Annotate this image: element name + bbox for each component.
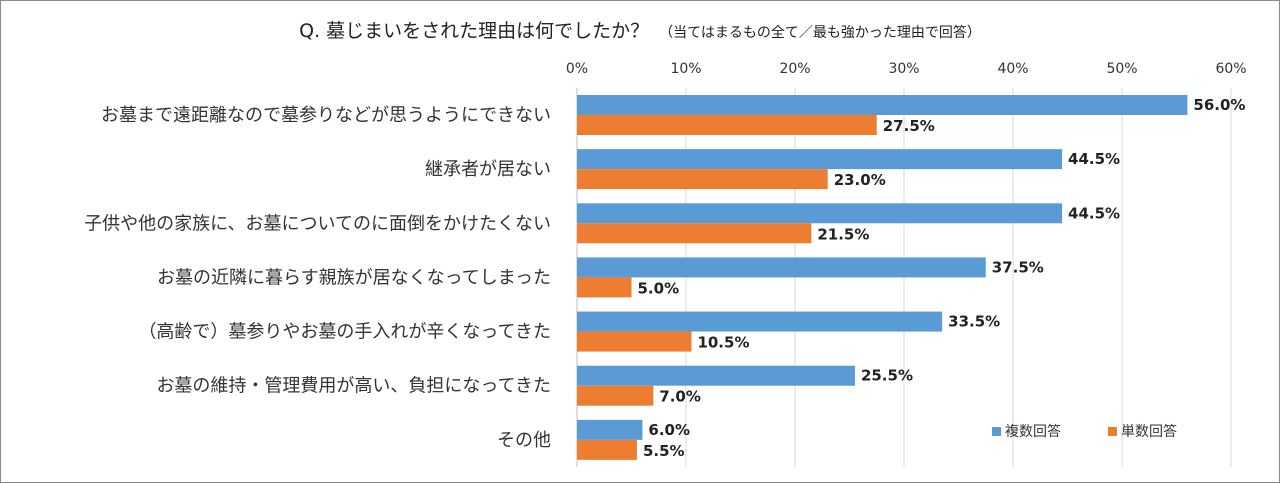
- chart-title: Q. 墓じまいをされた理由は何でしたか？: [299, 20, 650, 42]
- category-label: その他: [497, 430, 551, 451]
- legend-label-multiple: 複数回答: [1005, 423, 1061, 440]
- bar-multiple: [577, 95, 1188, 115]
- bar-single: [577, 277, 632, 298]
- bar-multiple: [577, 419, 643, 440]
- data-label: 5.5%: [643, 442, 685, 460]
- category-label: 継承者が居ない: [425, 159, 551, 180]
- x-tick-label: 60%: [1215, 61, 1246, 77]
- data-label: 21.5%: [817, 225, 869, 243]
- x-tick-label: 10%: [670, 61, 701, 77]
- legend-label-single: 単数回答: [1121, 423, 1177, 440]
- bar-single: [577, 115, 877, 135]
- bar-single: [577, 331, 692, 352]
- data-label: 6.0%: [648, 421, 690, 439]
- x-tick-label: 0%: [566, 61, 588, 77]
- bar-single: [577, 169, 828, 190]
- x-tick-label: 40%: [997, 61, 1028, 77]
- x-tick-label: 50%: [1106, 61, 1137, 77]
- category-label: （高齢で）墓参りやお墓の手入れが辛くなってきた: [138, 322, 551, 343]
- chart-subtitle: （当てはまるもの全て／最も強かった理由で回答）: [659, 25, 981, 41]
- bar-multiple: [577, 203, 1063, 224]
- data-label: 25.5%: [861, 367, 913, 385]
- bar-multiple: [577, 311, 943, 332]
- data-label: 33.5%: [948, 313, 1000, 331]
- data-label: 5.0%: [638, 279, 680, 297]
- data-label: 27.5%: [883, 117, 935, 135]
- x-tick-label: 30%: [888, 61, 919, 77]
- data-label: 56.0%: [1193, 96, 1245, 114]
- chart-title-block: Q. 墓じまいをされた理由は何でしたか？ （当てはまるもの全て／最も強かった理由で…: [0, 16, 1280, 43]
- x-tick-label: 20%: [779, 61, 810, 77]
- data-label: 44.5%: [1068, 204, 1120, 222]
- data-label: 10.5%: [697, 334, 749, 352]
- data-label: 7.0%: [659, 388, 701, 406]
- category-label: 子供や他の家族に、お墓についてのに面倒をかけたくない: [84, 213, 551, 234]
- bar-multiple: [577, 365, 855, 386]
- data-label: 23.0%: [834, 171, 886, 189]
- bar-multiple: [577, 149, 1063, 170]
- category-label: お墓まで遠距離なので墓参りなどが思うようにできない: [101, 105, 551, 126]
- bar-single: [577, 439, 637, 460]
- category-label: お墓の維持・管理費用が高い、負担になってきた: [156, 376, 551, 397]
- bar-single: [577, 385, 654, 406]
- bar-multiple: [577, 257, 986, 278]
- legend-swatch-multiple: [992, 427, 1001, 436]
- legend-swatch-single: [1108, 427, 1117, 436]
- category-label: お墓の近隣に暮らす親族が居なくなってしまった: [157, 267, 551, 288]
- data-label: 37.5%: [992, 258, 1044, 276]
- bar-single: [577, 223, 812, 244]
- data-label: 44.5%: [1068, 150, 1120, 168]
